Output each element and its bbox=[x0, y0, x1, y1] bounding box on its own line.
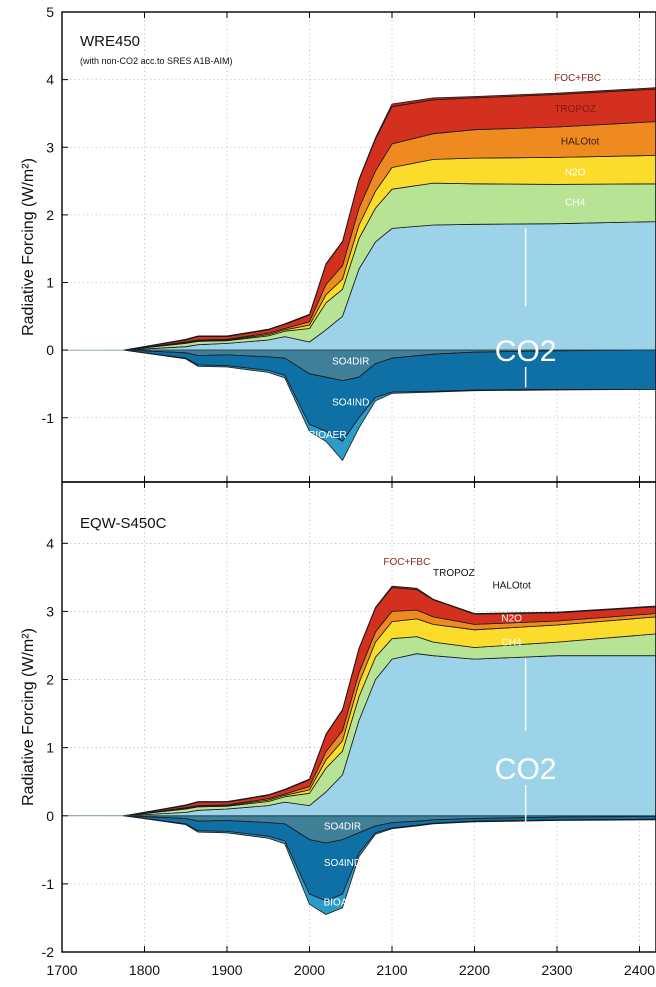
y-tick-label: 4 bbox=[46, 535, 54, 551]
series-label-n2o: N2O bbox=[501, 614, 522, 625]
area-co2 bbox=[123, 653, 656, 817]
y-tick-label: 2 bbox=[46, 672, 54, 688]
x-tick-label: 1900 bbox=[211, 962, 242, 978]
series-label-tropoz: TROPOZ bbox=[554, 104, 596, 115]
series-label-so4dir: SO4DIR bbox=[324, 821, 361, 832]
area-foc-fbc bbox=[123, 585, 656, 817]
panel-title: WRE450 bbox=[80, 33, 140, 50]
series-label-ch4: CH4 bbox=[565, 197, 585, 208]
series-label-foc-fbc: FOC+FBC bbox=[554, 73, 601, 84]
x-tick-label: 2100 bbox=[376, 962, 407, 978]
series-label-bioaer: BIOAER bbox=[309, 430, 347, 441]
panel-subtitle: (with non-CO2 acc.to SRES A1B-AIM) bbox=[80, 56, 233, 66]
area-foc-fbc bbox=[123, 87, 656, 351]
y-tick-label: 0 bbox=[46, 342, 54, 358]
y-axis-label: Radiative Forcing (W/m²) bbox=[20, 158, 37, 336]
series-label-tropoz: TROPOZ bbox=[433, 568, 475, 579]
co2-big-label: CO2 bbox=[495, 753, 557, 786]
y-tick-label: 4 bbox=[46, 72, 54, 88]
x-tick-label: 1800 bbox=[129, 962, 160, 978]
y-tick-label: -1 bbox=[42, 410, 55, 426]
y-tick-label: -2 bbox=[42, 944, 55, 960]
y-tick-label: 1 bbox=[46, 740, 54, 756]
series-label-ch4: CH4 bbox=[502, 637, 522, 648]
y-tick-label: 2 bbox=[46, 207, 54, 223]
series-label-so4ind: SO4IND bbox=[332, 398, 369, 409]
area-bioaer bbox=[123, 349, 656, 461]
y-axis-label: Radiative Forcing (W/m²) bbox=[20, 628, 37, 806]
x-tick-label: 1700 bbox=[46, 962, 77, 978]
panel-eqw-s450c: 4 3 2 1 0 -1 -2 Radiative Forcing (W/m²) EQW-S45… bbox=[20, 481, 656, 960]
y-tick-label: 0 bbox=[46, 808, 54, 824]
x-tick-label: 2400 bbox=[624, 962, 655, 978]
y-tick-label: 1 bbox=[46, 275, 54, 291]
x-axis: 1700 1800 1900 2000 2100 2200 2300 2400 bbox=[46, 962, 655, 978]
x-tick-label: 2300 bbox=[541, 962, 572, 978]
series-label-foc-fbc: FOC+FBC bbox=[383, 557, 430, 568]
series-label-halotot: HALOtot bbox=[492, 580, 531, 591]
y-axis: 4 3 2 1 0 -1 -2 bbox=[42, 482, 640, 960]
panel-title: EQW-S450C bbox=[80, 515, 167, 532]
series-label-n2o: N2O bbox=[565, 168, 586, 179]
y-tick-label: -1 bbox=[42, 876, 55, 892]
series-label-halotot: HALOtot bbox=[561, 137, 600, 148]
series-label-bioaer: BIOAER bbox=[324, 898, 362, 909]
series-label-so4ind: SO4IND bbox=[324, 858, 361, 869]
y-axis: 5 4 3 2 1 0 -1 bbox=[42, 4, 640, 482]
panel-frame bbox=[61, 481, 656, 953]
x-tick-label: 2200 bbox=[459, 962, 490, 978]
x-tick-label: 2000 bbox=[294, 962, 325, 978]
y-tick-label: 3 bbox=[46, 139, 54, 155]
y-tick-label: 5 bbox=[46, 4, 54, 20]
y-tick-label: 3 bbox=[46, 603, 54, 619]
area-so4ind bbox=[123, 349, 656, 442]
series-label-so4dir: SO4DIR bbox=[332, 356, 369, 367]
panel-wre450: 5 4 3 2 1 0 -1 Radiative Forcing (W/m²) WRE450 (w… bbox=[20, 4, 656, 483]
area-bioaer bbox=[123, 815, 656, 915]
area-co2 bbox=[123, 221, 656, 351]
co2-big-label: CO2 bbox=[495, 335, 557, 368]
